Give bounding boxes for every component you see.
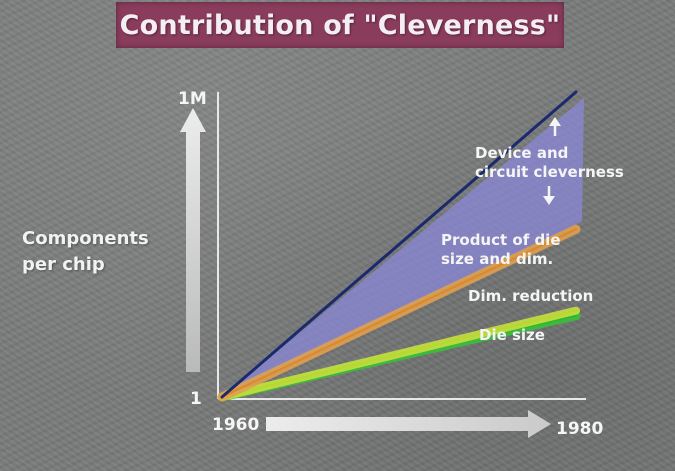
label-product-2: size and dim.: [441, 250, 553, 268]
series-layer: [217, 90, 584, 402]
x-axis-arrow: [266, 410, 551, 438]
x-tick-right: 1980: [556, 419, 603, 439]
x-tick-left: 1960: [212, 415, 259, 435]
y-tick-top: 1M: [178, 89, 207, 109]
label-product-1: Product of die: [441, 231, 561, 249]
y-axis-label-line-1: Components: [22, 228, 149, 249]
cleverness-gap-area: [222, 98, 584, 397]
title-banner: Contribution of "Cleverness": [116, 2, 564, 48]
series-line-1: [221, 228, 577, 398]
chart-title: Contribution of "Cleverness": [119, 9, 561, 41]
series-line-2: [221, 309, 577, 398]
y-axis-label: Components per chip: [22, 226, 149, 278]
label-dim-reduction: Dim. reduction: [468, 287, 593, 305]
gap-arrow-up: [549, 117, 561, 136]
label-device-cleverness-2: circuit cleverness: [475, 163, 624, 181]
y-axis-label-line-2: per chip: [22, 254, 105, 275]
gap-arrow-down: [543, 186, 555, 205]
y-tick-bottom: 1: [190, 389, 202, 409]
label-die-size: Die size: [479, 326, 545, 344]
series-line-0: [220, 90, 578, 399]
label-device-cleverness-1: Device and: [475, 144, 568, 162]
y-axis-arrow: [180, 108, 206, 372]
